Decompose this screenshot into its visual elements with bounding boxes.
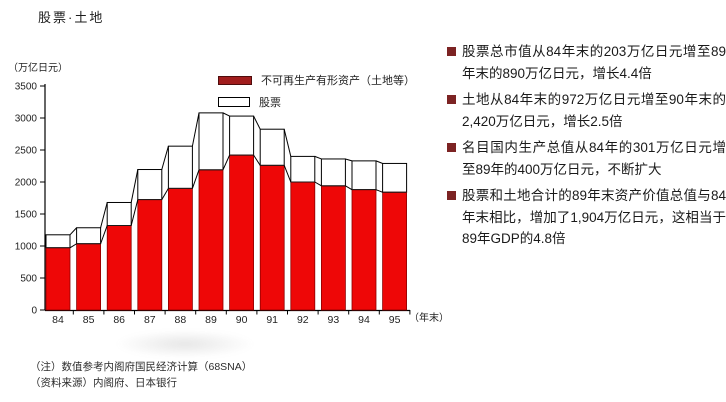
footnote-source: （资料来源）内阁府、日本银行 xyxy=(30,377,177,389)
list-item: 股票和土地合计的89年末资产价值总值与84年末相比，增加了1,904万亿日元，这… xyxy=(447,185,726,250)
legend-item-stock: 股票 xyxy=(218,95,415,109)
y-tick-label: 2000 xyxy=(15,178,38,189)
bar-93: 93 xyxy=(320,158,346,326)
list-item: 股票总市值从84年末的203万亿日元增至89年末的890万亿日元，增长4.4倍 xyxy=(447,41,726,84)
bar-87: 87 xyxy=(137,169,163,326)
legend-swatch-stock xyxy=(218,97,250,107)
watermark-smudge xyxy=(115,330,255,358)
y-tick-label: 3000 xyxy=(15,114,38,125)
axes: 0 500 1000 1500 2000 2500 3000 3500 xyxy=(15,82,411,317)
bar-95: 95 xyxy=(382,162,408,326)
x-tick-label: 88 xyxy=(175,314,187,326)
y-axis-unit-label: （万亿日元） xyxy=(8,63,68,74)
y-tick-label: 2500 xyxy=(15,146,38,157)
bullet-text-gdp: 名目国内生产总值从84年的301万亿日元增至89年的400万亿日元，不断扩大 xyxy=(462,140,726,177)
x-tick-label: 95 xyxy=(389,314,401,326)
y-tick-label: 1500 xyxy=(15,210,38,221)
page-title: 股票·土地 xyxy=(38,10,105,25)
x-tick-label: 92 xyxy=(297,314,309,326)
x-tick-label: 90 xyxy=(236,314,248,326)
bullet-square-icon xyxy=(447,95,456,104)
x-axis-suffix-label: （年末） xyxy=(409,311,449,324)
x-tick-label: 94 xyxy=(358,314,370,326)
legend-label-stock: 股票 xyxy=(259,97,281,109)
x-tick-label: 89 xyxy=(205,314,217,326)
x-tick-label: 86 xyxy=(113,314,125,326)
bar-86: 86 xyxy=(106,201,132,326)
bar-90: 90 xyxy=(229,115,255,326)
bar-89: 89 xyxy=(198,112,224,326)
list-item: 名目国内生产总值从84年的301万亿日元增至89年的400万亿日元，不断扩大 xyxy=(447,137,726,180)
y-tick-label: 1000 xyxy=(15,242,38,253)
bullet-square-icon xyxy=(447,47,456,56)
bullet-text-total-assets: 股票和土地合计的89年末资产价值总值与84年末相比，增加了1,904万亿日元，这… xyxy=(462,188,726,246)
bullet-square-icon xyxy=(447,143,456,152)
x-tick-label: 87 xyxy=(144,314,156,326)
y-tick-label: 0 xyxy=(31,306,37,317)
y-tick-label: 3500 xyxy=(15,82,38,93)
bar-88: 88 xyxy=(167,145,193,326)
chart-legend: 不可再生产有形资产（土地等） 股票 xyxy=(218,73,415,117)
bar-84: 84 xyxy=(45,234,71,326)
list-item: 土地从84年末的972万亿日元增至90年末的2,420万亿日元，增长2.5倍 xyxy=(447,89,726,132)
footnotes: （注）数值参考内阁府国民经济计算（68SNA） （资料来源）内阁府、日本银行 xyxy=(30,359,252,391)
legend-label-land: 不可再生产有形资产（土地等） xyxy=(261,75,415,87)
legend-swatch-land xyxy=(218,75,252,85)
bar-85: 85 xyxy=(76,227,102,326)
y-tick-label: 500 xyxy=(20,274,37,285)
bar-91: 91 xyxy=(259,128,285,326)
bullet-text-stocks: 股票总市值从84年末的203万亿日元增至89年末的890万亿日元，增长4.4倍 xyxy=(462,44,726,81)
x-tick-label: 91 xyxy=(266,314,278,326)
bars: 84 85 86 87 88 89 90 91 92 93 94 95 xyxy=(45,112,408,326)
x-tick-label: 84 xyxy=(52,314,64,326)
legend-item-land: 不可再生产有形资产（土地等） xyxy=(218,73,415,87)
footnote-note: （注）数值参考内阁府国民经济计算（68SNA） xyxy=(30,361,253,373)
x-tick-label: 93 xyxy=(328,314,340,326)
bullet-text-land: 土地从84年末的972万亿日元增至90年末的2,420万亿日元，增长2.5倍 xyxy=(462,92,726,129)
bar-92: 92 xyxy=(290,155,316,326)
summary-bullet-list: 股票总市值从84年末的203万亿日元增至89年末的890万亿日元，增长4.4倍 … xyxy=(447,41,726,255)
bullet-square-icon xyxy=(447,191,456,200)
connector-lines xyxy=(69,112,383,249)
bar-94: 94 xyxy=(351,160,377,326)
x-tick-label: 85 xyxy=(83,314,95,326)
